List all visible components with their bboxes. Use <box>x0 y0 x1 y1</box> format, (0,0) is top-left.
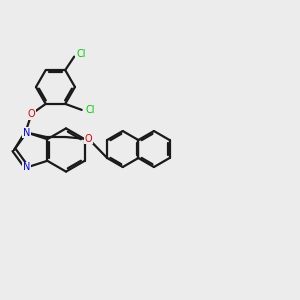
Text: O: O <box>84 134 92 143</box>
Text: N: N <box>23 128 30 137</box>
Text: Cl: Cl <box>85 105 95 115</box>
Text: N: N <box>23 163 30 172</box>
Text: Cl: Cl <box>76 49 86 59</box>
Text: O: O <box>28 109 35 119</box>
